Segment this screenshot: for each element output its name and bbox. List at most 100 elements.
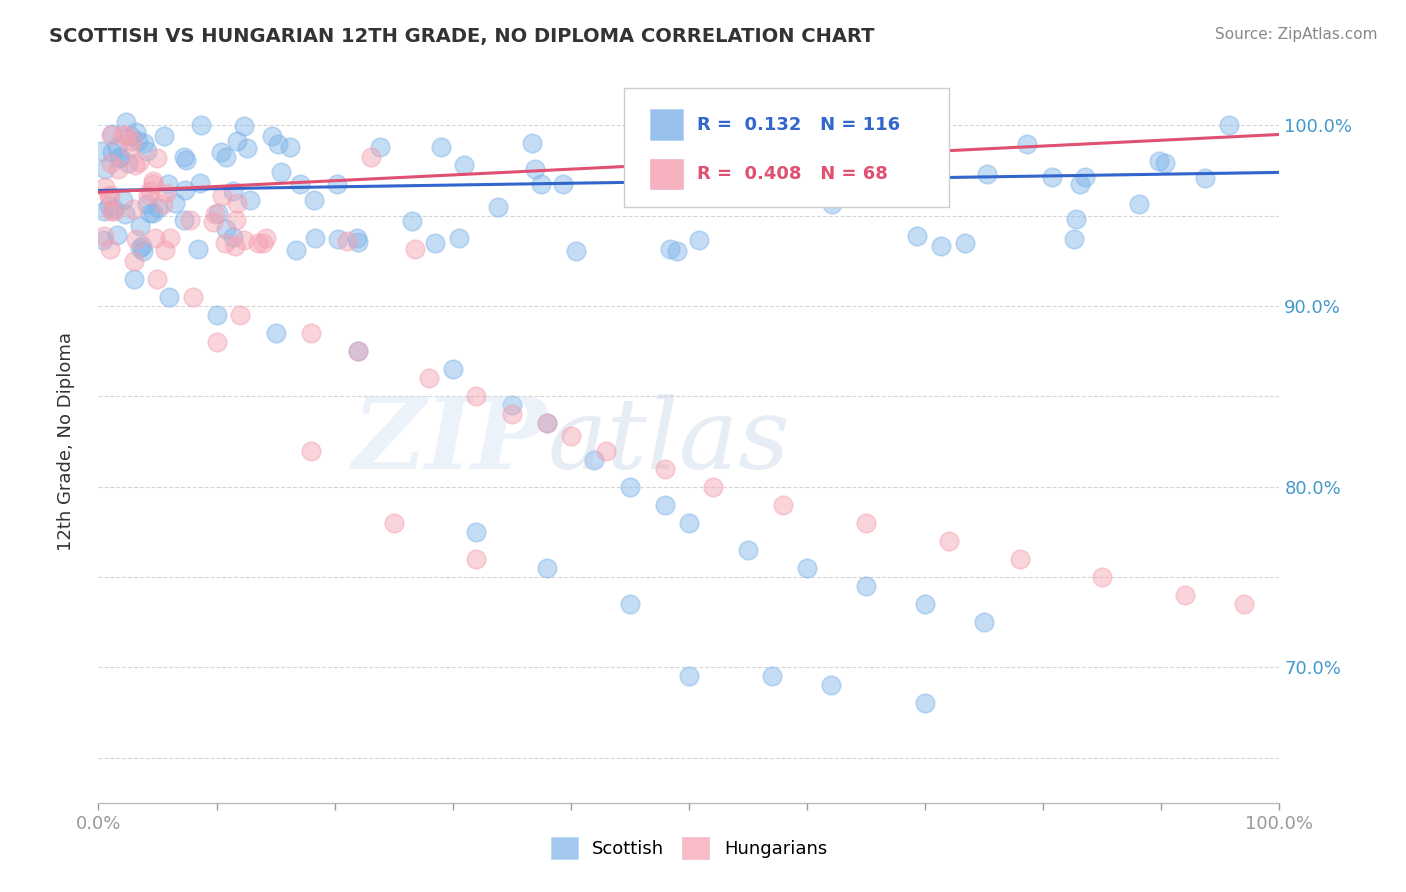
Point [1008,552,1031,566]
Point [524,162,547,177]
FancyBboxPatch shape [624,87,949,207]
Point [264,326,287,340]
Point [536,417,558,431]
Point [211,189,233,203]
Point [115,128,138,142]
Point [465,389,488,403]
Point [1040,169,1063,184]
Point [360,150,382,164]
Point [976,167,998,181]
Point [98,199,121,213]
Point [209,145,232,159]
Point [678,516,700,530]
Point [560,429,582,443]
Point [564,244,586,259]
Text: SCOTTISH VS HUNGARIAN 12TH GRADE, NO DIPLOMA CORRELATION CHART: SCOTTISH VS HUNGARIAN 12TH GRADE, NO DIP… [49,27,875,45]
Point [179,212,201,227]
Point [120,128,142,143]
Point [159,231,181,245]
Point [152,196,174,211]
Point [207,206,229,220]
Point [155,186,177,200]
Point [136,187,159,202]
Bar [650,110,683,140]
Point [132,136,155,150]
Point [115,115,138,129]
Point [239,193,262,207]
Point [153,128,176,143]
Point [270,165,292,179]
Point [93,204,115,219]
Point [107,151,129,165]
Point [187,243,209,257]
Point [94,162,117,177]
Point [1233,597,1256,611]
Point [222,185,245,199]
Point [536,417,558,431]
Point [929,238,952,252]
Legend: Scottish, Hungarians: Scottish, Hungarians [544,830,834,866]
Point [214,150,236,164]
Point [346,235,368,249]
Point [252,236,274,251]
Point [1149,154,1171,169]
Point [465,552,488,566]
Point [173,213,195,227]
Point [129,241,152,255]
Point [215,222,238,236]
Point [262,129,284,144]
Point [98,190,121,204]
Point [204,207,226,221]
Point [225,213,247,227]
Text: Source: ZipAtlas.com: Source: ZipAtlas.com [1215,27,1378,42]
Point [418,371,440,385]
Point [127,134,149,148]
Point [855,516,877,530]
Point [205,335,228,350]
Point [619,597,641,611]
Point [226,134,249,148]
Point [101,145,124,159]
Point [855,579,877,593]
Point [122,253,145,268]
Point [122,272,145,286]
Point [202,214,225,228]
Point [796,561,818,575]
Point [135,144,157,158]
Point [103,204,125,219]
Point [553,177,575,191]
Point [423,236,446,251]
Point [146,272,169,286]
Point [501,408,523,422]
Point [266,136,288,151]
Point [658,242,681,256]
Point [233,233,256,247]
Point [302,193,325,207]
Point [1194,171,1216,186]
Point [665,244,688,259]
Point [90,144,112,158]
Point [1128,196,1150,211]
Point [247,235,270,250]
Point [702,480,724,494]
Point [129,219,152,233]
Point [226,196,249,211]
Point [132,244,155,258]
Point [114,207,136,221]
Point [153,243,176,257]
Point [205,308,228,322]
Point [100,204,122,219]
Point [235,141,257,155]
Point [1066,211,1088,226]
Point [121,134,143,148]
Point [174,183,197,197]
Point [938,533,960,548]
Point [125,125,148,139]
Point [1017,137,1039,152]
Point [142,173,165,187]
Point [131,239,153,253]
Point [229,308,252,322]
Point [122,202,145,216]
Point [142,205,165,219]
Point [1091,570,1114,584]
